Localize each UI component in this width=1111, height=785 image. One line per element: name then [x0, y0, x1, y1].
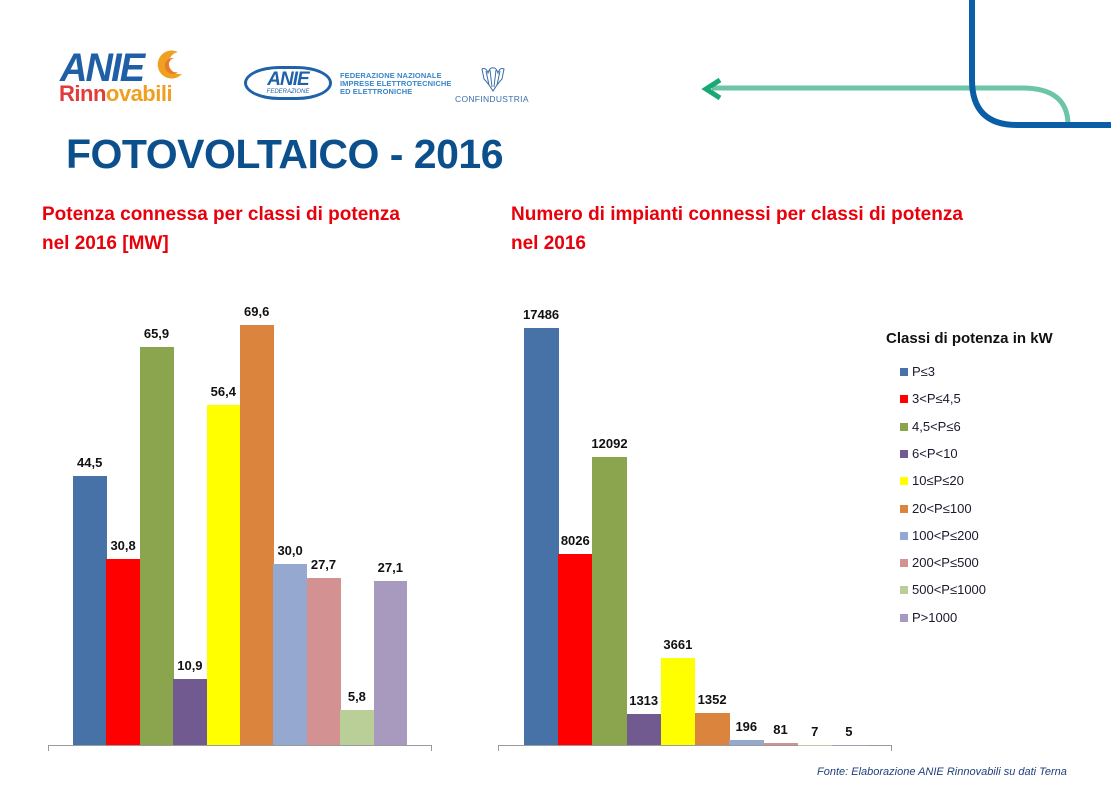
bar-5: [660, 657, 696, 745]
bar-4: [173, 679, 208, 745]
legend-item: 10≤P≤20: [900, 473, 964, 489]
legend-swatch: [900, 559, 908, 568]
legend-item: 20<P≤100: [900, 501, 972, 517]
bar-6: [240, 325, 274, 745]
legend-label: 4,5<P≤6: [912, 418, 961, 434]
bar-value-label: 5: [845, 723, 853, 739]
x-axis-tick: [431, 745, 432, 751]
legend-item: 3<P≤4,5: [900, 391, 961, 407]
bar-7: [729, 740, 764, 745]
bar-value-label: 81: [773, 722, 788, 738]
bar-value-label: 27,1: [377, 560, 403, 576]
legend-label: 20<P≤100: [912, 500, 972, 516]
legend-swatch: [900, 477, 908, 486]
federazione-text: FEDERAZIONE NAZIONALE IMPRESE ELETTROTEC…: [340, 71, 452, 96]
legend-swatch: [900, 613, 908, 622]
confindustria-emblem-icon: [481, 67, 505, 92]
legend-swatch: [900, 586, 908, 595]
bar-value-label: 69,6: [244, 304, 270, 319]
legend-swatch: [900, 531, 908, 540]
legend-label: 6<P<10: [912, 445, 958, 461]
rinnovabili-logo-text: Rinnovabili: [59, 81, 173, 106]
bar-value-label: 10,9: [177, 658, 203, 674]
bar-value-label: 3661: [663, 636, 693, 652]
bar-7: [273, 563, 308, 745]
bar-value-label: 17486: [523, 307, 560, 322]
bar-10: [373, 581, 408, 745]
legend-swatch: [900, 368, 908, 376]
legend-label: P≤3: [912, 364, 936, 379]
bar-value-label: 30,0: [277, 542, 303, 558]
anie-logo-text: ANIE: [60, 46, 145, 90]
legend-label: 500<P≤1000: [912, 582, 987, 598]
bar-value-label: 30,8: [110, 538, 136, 554]
legend-swatch: [900, 504, 908, 513]
legend-swatch: [900, 449, 908, 458]
legend-item: 4,5<P≤6: [900, 419, 961, 435]
bar-value-label: 12092: [591, 435, 628, 451]
bar-2: [558, 553, 593, 745]
legend-label: 10≤P≤20: [912, 473, 964, 489]
source-note: Fonte: Elaborazione ANIE Rinnovabili su …: [817, 766, 1067, 778]
bar-1: [73, 476, 107, 745]
blue-line: [969, 0, 1111, 128]
legend-label: P>1000: [912, 609, 958, 625]
legend-label: 3<P≤4,5: [912, 391, 961, 407]
legend-item: 6<P<10: [900, 446, 958, 462]
back-arrow-icon: [701, 77, 722, 101]
bar-6: [695, 712, 730, 745]
legend-item: P>1000: [900, 610, 957, 626]
chart-title-plants: Numero di impianti connessi per classi d…: [511, 204, 963, 254]
bar-value-label: 56,4: [210, 383, 236, 399]
bar-9: [340, 710, 375, 745]
legend-item: 500<P≤1000: [900, 582, 986, 598]
bar-4: [626, 713, 662, 745]
legend-item: 200<P≤500: [900, 555, 979, 571]
bar-3: [139, 347, 174, 745]
x-axis-line: [498, 745, 891, 746]
bar-value-label: 196: [735, 719, 758, 735]
bar-value-label: 7: [811, 723, 819, 739]
bar-3: [592, 456, 628, 745]
legend-swatch: [900, 422, 908, 431]
x-axis-tick: [48, 745, 49, 751]
chart-title-power: Potenza connessa per classi di potenza n…: [42, 204, 400, 254]
sun-swirl-icon: [157, 50, 182, 79]
bar-5: [206, 404, 241, 745]
bar-value-label: 27,7: [310, 556, 337, 572]
legend-label: 100<P≤200: [912, 527, 979, 543]
bar-8: [306, 577, 341, 745]
legend-swatch: [900, 395, 908, 404]
legend-item: 100<P≤200: [900, 528, 979, 544]
bar-1: [524, 328, 559, 745]
x-axis-tick: [891, 745, 892, 751]
x-axis-line: [48, 745, 431, 746]
bar-value-label: 5,8: [347, 689, 366, 704]
bar-2: [106, 559, 141, 745]
x-axis-tick: [498, 745, 499, 751]
bar-8: [763, 743, 799, 745]
bar-value-label: 65,9: [143, 326, 170, 342]
bar-value-label: 8026: [560, 532, 590, 548]
legend-label: 200<P≤500: [912, 555, 979, 571]
legend-title: Classi di potenza in kW: [886, 330, 1053, 347]
bar-value-label: 1313: [629, 692, 659, 708]
page-title: FOTOVOLTAICO - 2016: [66, 131, 504, 177]
anie-oval-mark: ANIE FEDERAZIONE: [244, 66, 332, 100]
legend-item: P≤3: [900, 364, 935, 380]
bar-value-label: 1352: [697, 691, 727, 707]
bar-value-label: 44,5: [77, 455, 103, 471]
green-line: [712, 85, 1071, 126]
